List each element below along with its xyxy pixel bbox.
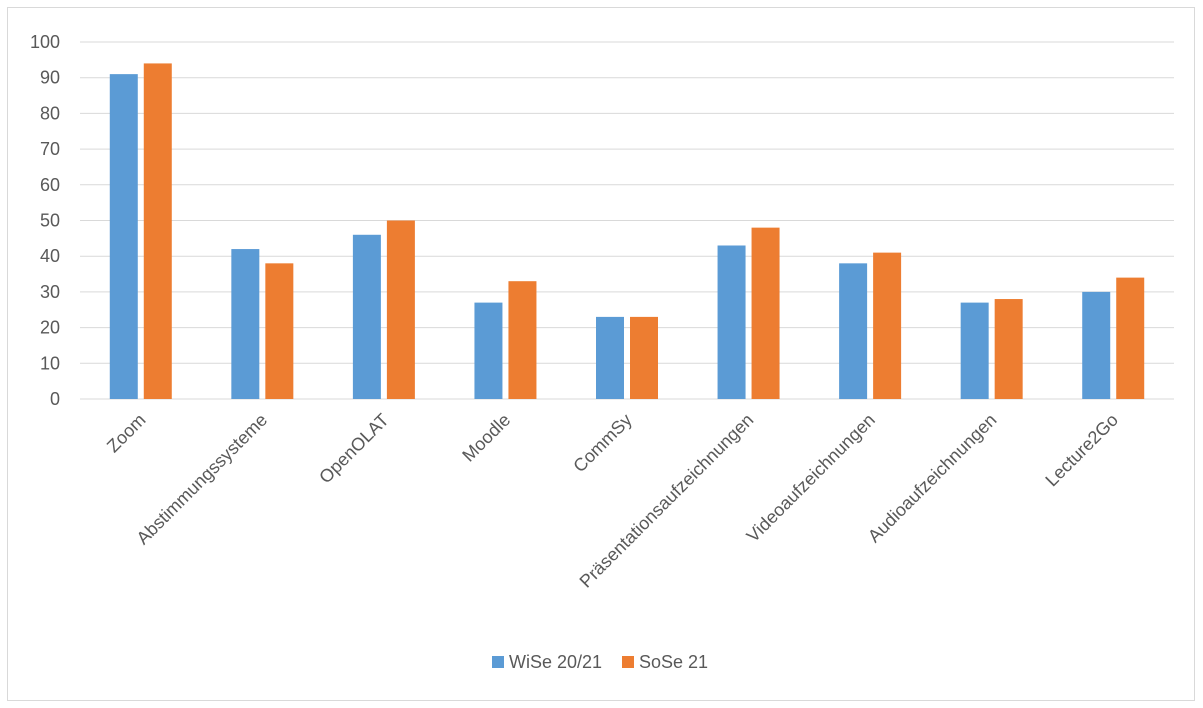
legend-swatch bbox=[492, 656, 504, 668]
bar-wise-4 bbox=[596, 316, 624, 399]
bar-wise-3 bbox=[474, 302, 503, 399]
y-axis-ticks: 0 10 20 30 40 50 60 70 80 90 100 bbox=[30, 32, 60, 409]
y-tick-label: 70 bbox=[40, 139, 60, 159]
bar-wise-1 bbox=[231, 249, 260, 399]
x-category-label: Audioaufzeichnungen bbox=[864, 410, 1001, 547]
bar-wise-7 bbox=[960, 302, 989, 399]
bar-sose-1 bbox=[265, 263, 294, 399]
y-tick-label: 50 bbox=[40, 211, 60, 231]
bar-wise-6 bbox=[839, 263, 868, 399]
x-category-label: Zoom bbox=[103, 410, 150, 457]
gridlines bbox=[80, 41, 1174, 400]
y-tick-label: 20 bbox=[40, 318, 60, 338]
bar-sose-2 bbox=[386, 220, 415, 399]
bar-sose-3 bbox=[508, 281, 537, 399]
x-category-label: CommSy bbox=[569, 410, 635, 476]
bar-sose-6 bbox=[873, 252, 902, 399]
bar-sose-8 bbox=[1116, 277, 1145, 399]
y-tick-label: 80 bbox=[40, 103, 60, 123]
bar-wise-5 bbox=[717, 245, 746, 399]
y-tick-label: 90 bbox=[40, 68, 60, 88]
bar-sose-5 bbox=[751, 227, 780, 399]
y-tick-label: 60 bbox=[40, 175, 60, 195]
legend-swatch bbox=[622, 656, 634, 668]
y-tick-label: 10 bbox=[40, 353, 60, 373]
y-tick-label: 100 bbox=[30, 32, 60, 52]
x-category-label: Videoaufzeichnungen bbox=[743, 410, 879, 546]
legend: WiSe 20/21 SoSe 21 bbox=[492, 652, 708, 672]
bars bbox=[109, 63, 1145, 400]
x-category-label: Lecture2Go bbox=[1041, 410, 1122, 491]
bar-sose-0 bbox=[143, 63, 172, 400]
y-tick-label: 40 bbox=[40, 246, 60, 266]
bar-wise-0 bbox=[109, 74, 138, 399]
bar-sose-7 bbox=[994, 299, 1023, 399]
x-category-label: Moodle bbox=[458, 410, 514, 466]
bar-chart: 0 10 20 30 40 50 60 70 80 90 100 ZoomAbstimmungssy… bbox=[30, 32, 1174, 672]
x-category-label: OpenOLAT bbox=[315, 410, 393, 488]
legend-label: SoSe 21 bbox=[639, 652, 708, 672]
bar-wise-2 bbox=[352, 234, 381, 399]
bar-wise-8 bbox=[1082, 291, 1111, 399]
y-tick-label: 30 bbox=[40, 282, 60, 302]
legend-label: WiSe 20/21 bbox=[509, 652, 602, 672]
bar-sose-4 bbox=[630, 316, 658, 399]
chart-frame: 0 10 20 30 40 50 60 70 80 90 100 Zoom Abstimmungssy… bbox=[7, 7, 1195, 701]
y-tick-label: 0 bbox=[50, 389, 60, 409]
x-category-label: Abstimmungssysteme bbox=[133, 410, 272, 549]
